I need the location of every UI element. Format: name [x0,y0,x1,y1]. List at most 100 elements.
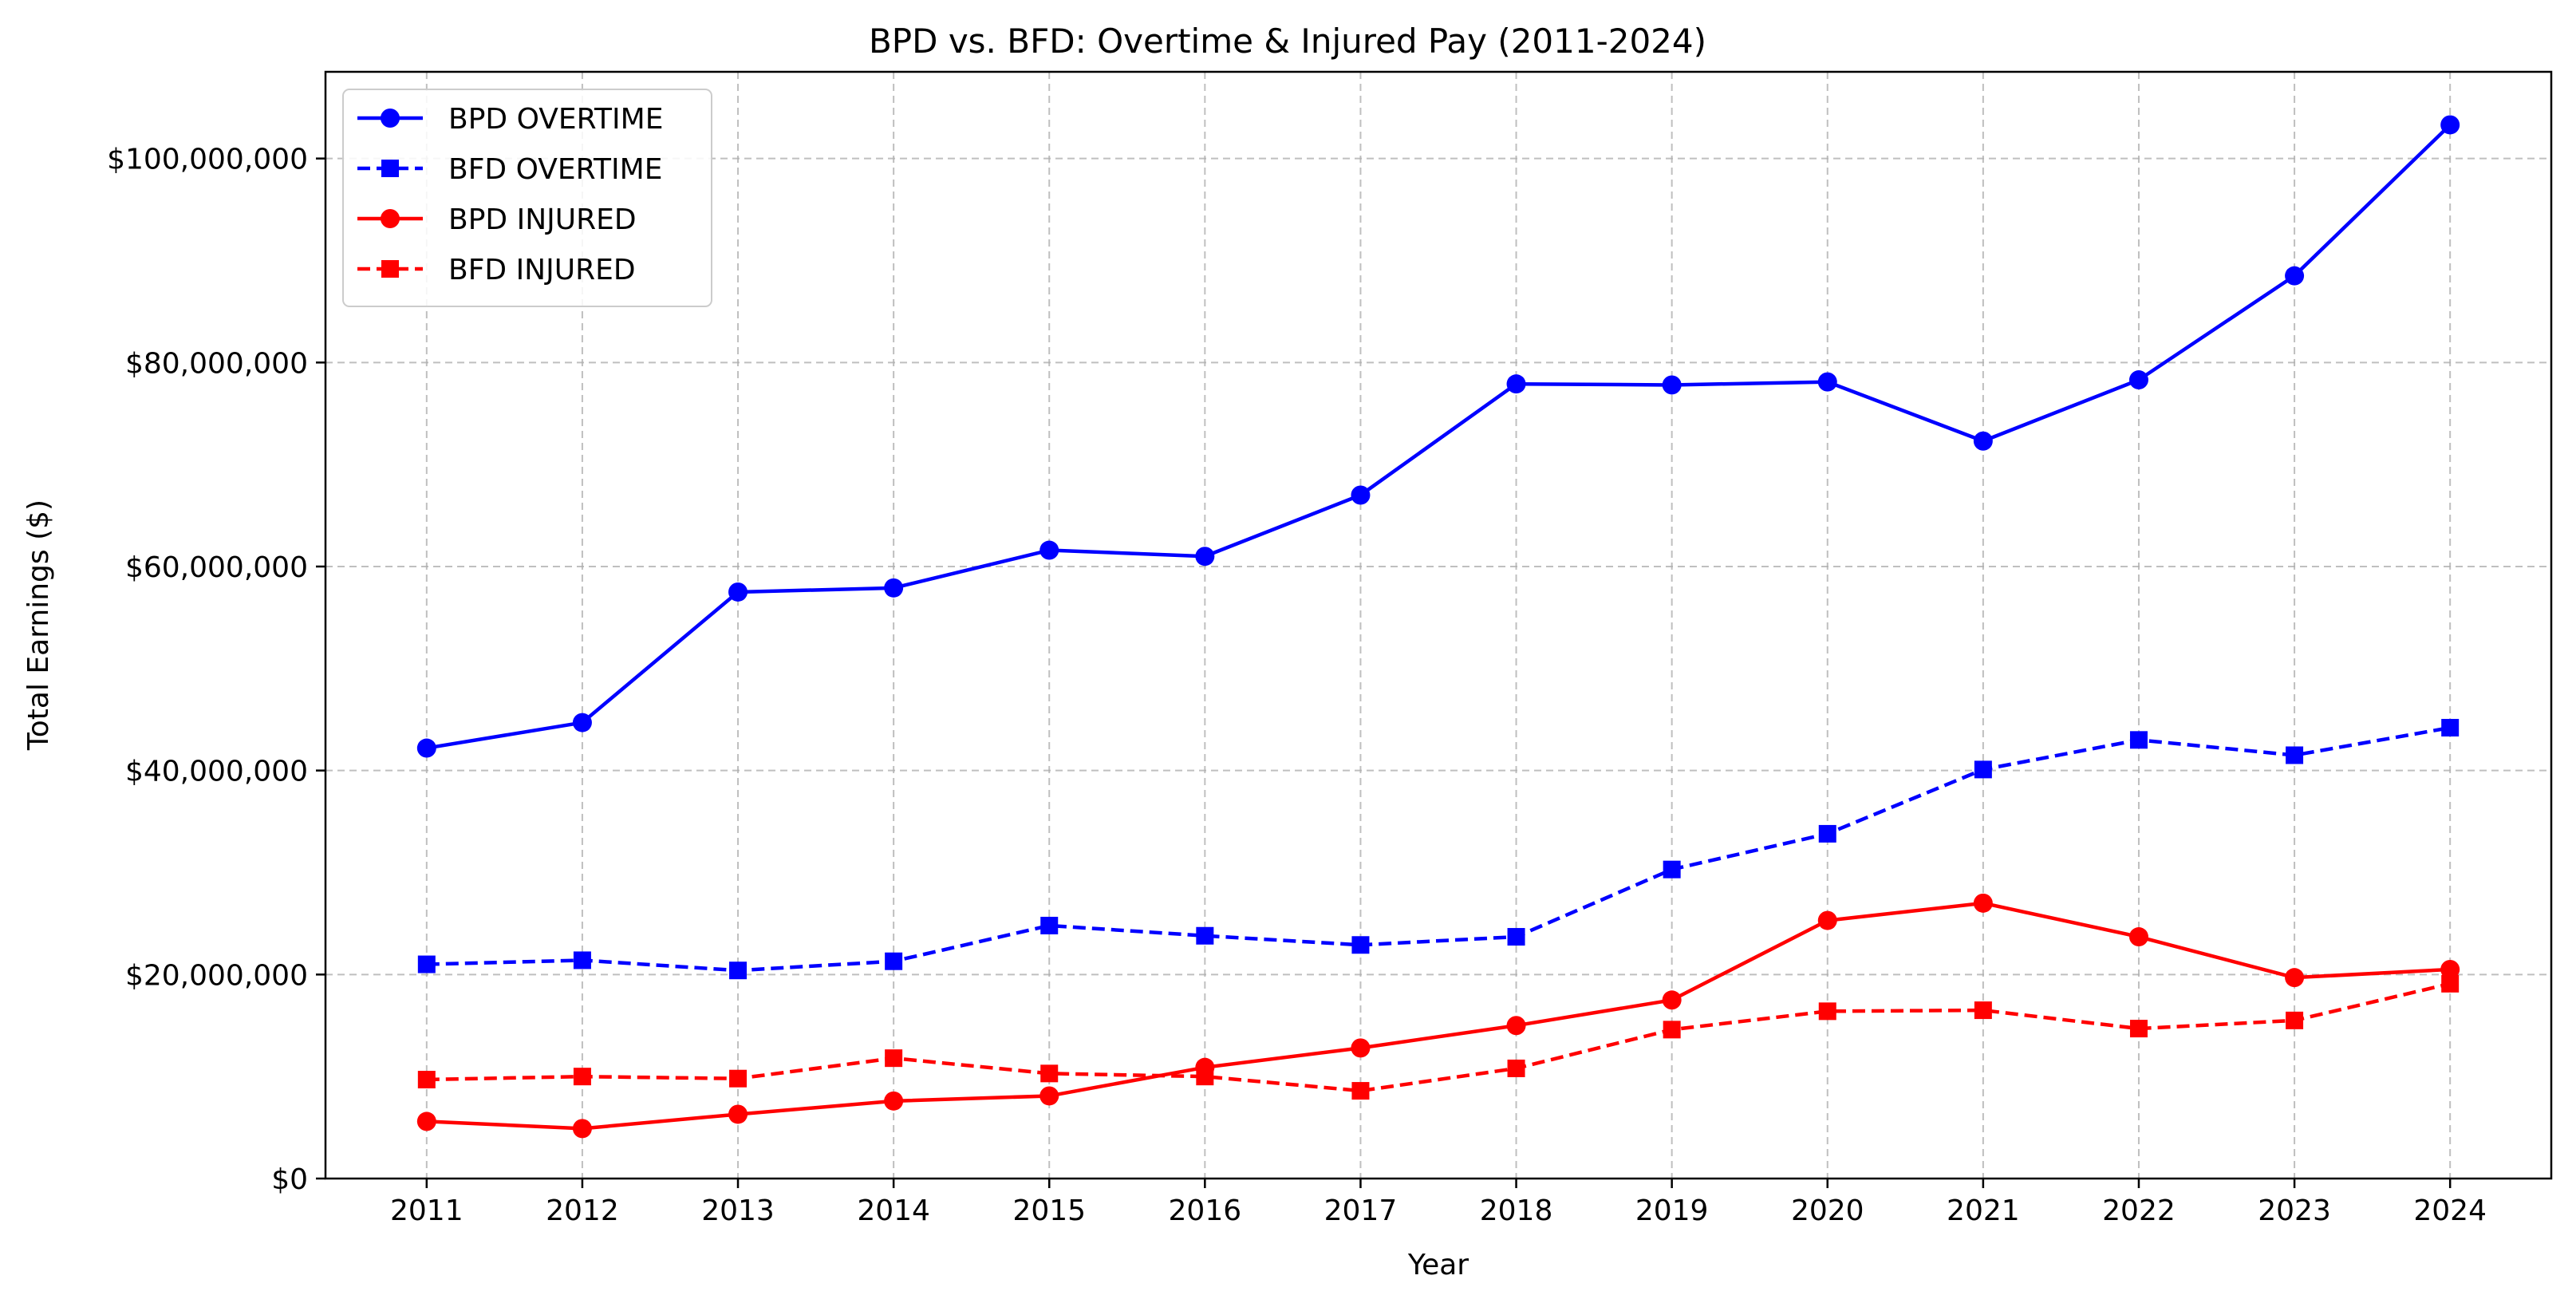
data-point [1040,916,1059,934]
series-bfd-overtime [417,718,2460,980]
x-axis: 2011 2012 2013 2014 2015 2016 2017 2018 2019 2020… [390,1179,2487,1227]
data-point [1974,760,1992,779]
legend-marker [381,260,399,278]
series-line [426,123,2452,750]
data-point [573,951,591,969]
series-bpd-overtime [416,115,2460,758]
legend-marker [381,209,400,228]
chart-title: BPD vs. BFD: Overtime & Injured Pay (201… [869,22,1706,61]
y-tick-label: $20,000,000 [125,959,308,992]
data-point [729,1069,748,1088]
x-tick-label: 2018 [1480,1194,1553,1227]
legend-label: BPD OVERTIME [448,103,663,136]
data-point [1506,374,1526,394]
data-point [1506,1016,1526,1036]
data-point [728,582,748,602]
x-tick-label: 2019 [1635,1194,1709,1227]
x-axis-label: Year [1407,1249,1469,1281]
data-point [2129,1020,2148,1038]
x-tick-label: 2016 [1169,1194,1242,1227]
data-point [1663,1021,1681,1039]
data-point [417,955,436,973]
series-line [426,901,2451,1131]
data-point [1818,824,1836,843]
data-point [884,578,904,598]
y-tick-label: $0 [271,1163,308,1196]
data-point [1507,928,1525,946]
legend-box [342,89,712,307]
data-point [1662,375,1682,395]
x-tick-label: 2023 [2258,1194,2331,1227]
data-point [728,1104,748,1124]
y-axis-label: Total Earnings ($) [22,500,55,751]
x-tick-label: 2024 [2413,1194,2487,1227]
data-point [1817,910,1837,930]
data-point [1040,1064,1059,1083]
legend-marker [381,160,399,177]
data-point [885,952,903,970]
series-bfd-injured [417,974,2460,1100]
data-point [1196,926,1214,945]
y-tick-label: $80,000,000 [125,347,308,380]
data-point [2286,746,2304,764]
data-point [885,1049,903,1068]
legend-label: BFD OVERTIME [448,153,662,186]
y-tick-label: $60,000,000 [125,551,308,584]
data-point [1817,372,1837,392]
y-axis: $0 $20,000,000 $40,000,000 $60,000,000 $80,0… [107,144,325,1196]
y-tick-label: $100,000,000 [107,144,308,176]
series-line [426,725,2451,973]
data-point [1973,893,1993,913]
data-point [729,961,748,980]
data-point [416,1112,436,1131]
data-point [1818,1002,1836,1021]
grid-lines [325,72,2551,1179]
legend-label: BFD INJURED [448,254,636,286]
data-point [1039,1086,1059,1106]
data-point [1351,1082,1370,1100]
data-point [1195,547,1215,567]
data-point [1196,1068,1214,1086]
data-point [2285,968,2305,988]
data-point [1507,1059,1525,1077]
legend-label: BPD INJURED [448,203,637,236]
data-point [2441,974,2460,993]
data-point [2128,927,2148,947]
y-tick-label: $40,000,000 [125,756,308,788]
x-tick-label: 2015 [1012,1194,1086,1227]
data-point [884,1091,904,1111]
legend-item: BPD INJURED [357,203,637,236]
x-tick-label: 2013 [701,1194,775,1227]
data-point [2128,370,2148,390]
data-point [416,738,436,758]
legend-item: BFD INJURED [357,254,636,286]
x-tick-label: 2022 [2102,1194,2176,1227]
x-tick-label: 2014 [857,1194,930,1227]
data-point [2441,718,2460,736]
legend-item: BPD OVERTIME [357,103,663,136]
data-point [1973,431,1993,451]
data-point [1974,1001,1992,1020]
legend: BPD OVERTIME BFD OVERTIME BPD INJURED BFD I… [342,89,712,307]
data-point [2286,1011,2304,1029]
x-tick-label: 2017 [1324,1194,1398,1227]
data-point [2440,115,2460,135]
data-point [1039,540,1059,560]
series-bpd-injured [416,893,2460,1139]
x-tick-label: 2011 [390,1194,464,1227]
legend-marker [381,109,400,128]
data-point [2440,959,2460,979]
x-tick-label: 2012 [546,1194,619,1227]
data-point [1351,485,1371,505]
data-point [417,1071,436,1089]
data-point [573,1068,591,1086]
series-layer [416,115,2460,1139]
data-point [1663,860,1681,879]
data-point [1351,936,1370,954]
data-point [2285,266,2305,286]
x-tick-label: 2020 [1791,1194,1864,1227]
data-point [1662,990,1682,1010]
legend-item: BFD OVERTIME [357,153,662,186]
series-line [426,981,2451,1093]
